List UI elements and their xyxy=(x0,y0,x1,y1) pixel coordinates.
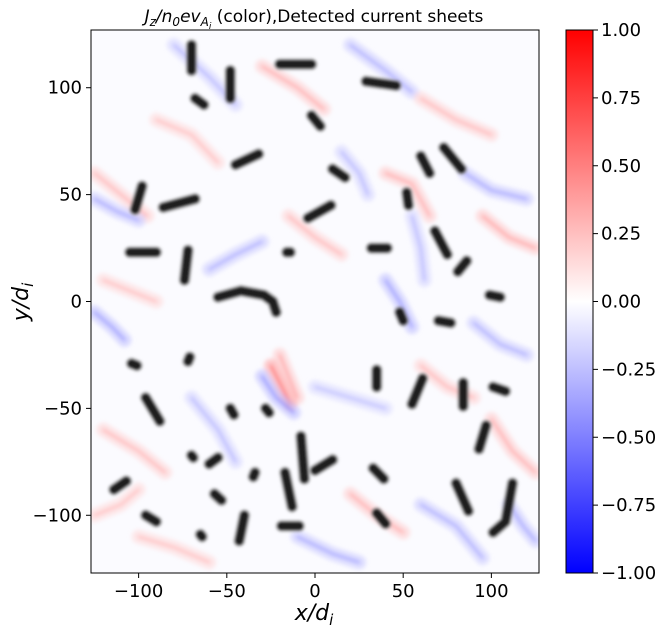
colorbar-tick-label: 1.00 xyxy=(601,20,641,41)
field-streak xyxy=(472,321,528,356)
field-streak xyxy=(93,488,140,517)
current-sheet xyxy=(159,194,200,212)
current-sheet xyxy=(261,404,274,417)
current-sheet xyxy=(475,421,491,453)
colorbar-gradient xyxy=(565,29,594,574)
y-axis-label: y/di xyxy=(9,282,37,322)
y-tick-label: 50 xyxy=(59,185,82,206)
current-sheet xyxy=(127,359,141,370)
y-tick-label: 100 xyxy=(48,78,82,99)
field-streak xyxy=(296,535,361,564)
current-sheet xyxy=(231,150,263,169)
current-sheet xyxy=(369,464,388,483)
current-density-field xyxy=(91,38,539,570)
y-tick-label: −50 xyxy=(44,398,82,419)
chart-title: Jz/n0evAi (color),Detected current sheet… xyxy=(142,7,484,32)
current-sheet xyxy=(439,143,466,173)
field-streak xyxy=(93,311,126,342)
current-sheet xyxy=(131,182,147,214)
colorbar-tick-label: −1.00 xyxy=(601,563,656,584)
x-tick-label: 0 xyxy=(309,581,320,602)
colorbar-tick-label: 0.75 xyxy=(601,88,641,109)
current-sheet xyxy=(196,530,207,541)
current-sheet xyxy=(109,477,131,494)
current-sheet xyxy=(187,451,198,462)
current-sheet xyxy=(249,468,259,481)
current-sheet xyxy=(489,383,510,396)
x-axis-label: x/di xyxy=(294,601,334,629)
field-streak xyxy=(137,535,211,564)
field-streak xyxy=(340,150,369,196)
current-sheet xyxy=(303,201,335,223)
field-streak xyxy=(481,214,537,250)
current-sheet xyxy=(191,94,208,109)
current-sheet xyxy=(235,511,249,545)
current-sheet xyxy=(402,188,413,210)
x-tick-label: −50 xyxy=(208,581,246,602)
colorbar-tick-label: −0.75 xyxy=(601,495,656,516)
colorbar-tick-label: −0.50 xyxy=(601,427,656,448)
field-streak xyxy=(269,364,292,406)
field-streak xyxy=(419,97,493,136)
field-streak xyxy=(410,214,426,282)
current-sheet xyxy=(226,404,238,419)
current-sheet xyxy=(485,291,505,302)
x-tick-label: 50 xyxy=(392,581,415,602)
field-streak xyxy=(102,279,158,303)
field-streak xyxy=(384,172,431,218)
field-streak xyxy=(190,396,237,463)
colorbar-tick-label: 0.50 xyxy=(601,156,641,177)
current-sheet xyxy=(362,77,401,90)
current-sheet xyxy=(296,432,309,483)
current-sheet xyxy=(205,453,222,468)
current-sheet xyxy=(328,165,349,182)
colorbar-axis: 1.00 0.75 0.50 0.25 0.00 −0.25 −0.50 −0.75 −1.00 xyxy=(593,20,656,584)
current-sheet xyxy=(210,489,226,505)
colorbar: 1.00 0.75 0.50 0.25 0.00 −0.25 −0.50 −0.75 −1.00 xyxy=(565,20,656,584)
field-streak xyxy=(507,503,537,542)
field-streak xyxy=(349,43,414,94)
y-tick-label: −100 xyxy=(33,505,82,526)
colorbar-tick-label: 0.25 xyxy=(601,224,641,245)
field-streak xyxy=(463,172,528,200)
current-sheet xyxy=(430,227,452,259)
field-streak xyxy=(208,240,264,271)
colorbar-tick-label: −0.25 xyxy=(601,359,656,380)
y-axis: −100 −50 0 50 100 xyxy=(33,78,91,526)
current-sheet xyxy=(452,479,473,515)
field-streak xyxy=(419,503,484,560)
current-sheet xyxy=(489,479,517,537)
current-sheet xyxy=(311,455,337,475)
detected-current-sheets xyxy=(107,39,519,547)
field-streak xyxy=(313,385,387,410)
current-sheet xyxy=(416,152,434,178)
current-sheet xyxy=(281,468,297,511)
current-sheet xyxy=(141,393,164,426)
field-streak xyxy=(155,118,220,164)
current-sheet xyxy=(453,256,471,276)
current-sheet xyxy=(307,111,325,131)
current-sheet xyxy=(180,246,192,285)
field-streak xyxy=(93,197,140,222)
y-tick-label: 0 xyxy=(71,292,82,313)
current-sheet xyxy=(395,308,408,325)
field-streak xyxy=(490,418,537,474)
x-axis: −100 −50 0 50 100 xyxy=(114,573,509,602)
current-sheet xyxy=(408,374,427,409)
field-streak xyxy=(287,214,343,256)
plot-area xyxy=(90,29,540,574)
x-tick-label: −100 xyxy=(114,581,163,602)
current-sheet xyxy=(214,286,281,317)
x-tick-label: 100 xyxy=(474,581,508,602)
current-sheet xyxy=(372,509,390,528)
field-streak xyxy=(278,353,299,399)
colorbar-tick-label: 0.00 xyxy=(601,292,641,313)
field-streak xyxy=(261,65,325,111)
field-streak xyxy=(261,375,295,414)
current-sheet xyxy=(184,353,194,366)
current-sheet xyxy=(141,511,161,526)
field-streak xyxy=(102,428,167,474)
current-sheet xyxy=(434,316,455,327)
